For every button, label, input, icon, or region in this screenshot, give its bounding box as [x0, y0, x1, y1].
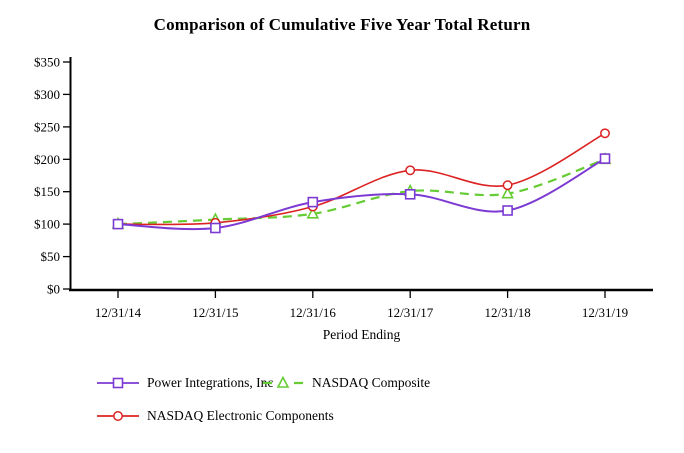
legend-item-power-integrations: Power Integrations, Inc [97, 374, 273, 392]
x-tick-label: 12/31/18 [484, 305, 530, 320]
legend-label-nasdaq-composite: NASDAQ Composite [312, 375, 431, 390]
square-marker [404, 189, 416, 200]
triangle-marker [501, 186, 514, 199]
square-marker [210, 222, 221, 234]
series-line-2 [117, 132, 606, 226]
chart-title: Comparison of Cumulative Five Year Total… [153, 15, 531, 34]
legend-label-power-integrations: Power Integrations, Inc [147, 375, 274, 390]
x-tick-label: 12/31/15 [192, 305, 238, 320]
y-tick-label: $150 [34, 184, 60, 199]
x-axis-label: Period Ending [323, 327, 401, 342]
triangle-marker [276, 375, 290, 388]
circle-marker [113, 411, 123, 421]
legend-square-marker-icon [97, 377, 139, 389]
legend-label-nasdaq-electronic-components: NASDAQ Electronic Components [147, 408, 334, 423]
legend-item-nasdaq-electronic-components: NASDAQ Electronic Components [97, 407, 334, 425]
y-tick-label: $250 [34, 119, 60, 134]
x-tick-label: 12/31/14 [95, 305, 142, 320]
series-markers-0 [112, 153, 611, 234]
legend-circle-marker-icon [97, 411, 139, 421]
square-marker [599, 153, 611, 164]
y-tick-label: $100 [34, 217, 60, 232]
square-marker [112, 377, 124, 389]
y-tick-label: $200 [34, 152, 60, 167]
legend-item-nasdaq-composite: NASDAQ Composite [262, 374, 430, 392]
circle-marker [502, 180, 513, 191]
series-line-1 [117, 158, 606, 226]
x-tick-label: 12/31/17 [387, 305, 434, 320]
y-tick-label: $50 [41, 249, 61, 264]
square-marker [112, 218, 124, 230]
y-tick-label: $300 [34, 87, 60, 102]
triangle-marker [306, 206, 320, 219]
series-line-0 [117, 157, 606, 231]
circle-marker [405, 165, 416, 176]
square-marker [307, 196, 319, 208]
y-tick-label: $0 [47, 282, 60, 297]
series-markers-1 [111, 152, 612, 229]
x-tick-label: 12/31/19 [582, 305, 628, 320]
legend-triangle-marker-icon [263, 375, 303, 388]
square-marker [502, 205, 513, 216]
x-tick-label: 12/31/16 [290, 305, 337, 320]
series-markers-2 [113, 128, 610, 230]
y-tick-label: $350 [34, 55, 60, 70]
circle-marker [600, 128, 610, 139]
